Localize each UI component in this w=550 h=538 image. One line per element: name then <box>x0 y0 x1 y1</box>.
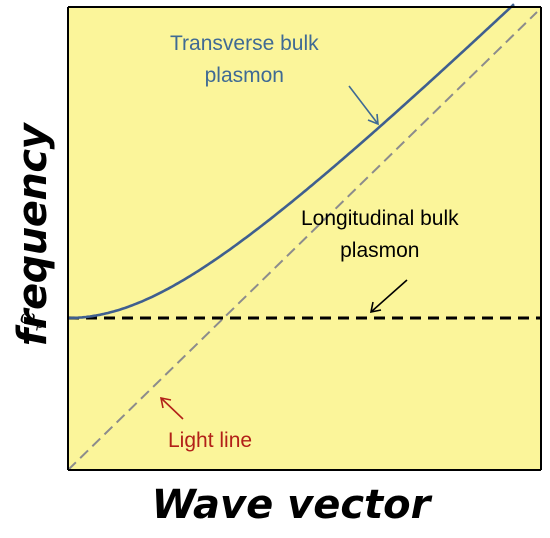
transverse-label-line1: Transverse bulk <box>170 32 319 55</box>
longitudinal-annotation: Longitudinal bulk plasmon <box>301 203 459 267</box>
omega-p-tick-label: ωp <box>20 306 44 332</box>
longitudinal-label-line2: plasmon <box>340 239 420 262</box>
light-line-curve <box>67 11 538 471</box>
x-axis-label: Wave vector <box>151 482 431 528</box>
light-line-arrow <box>159 396 184 420</box>
longitudinal-arrow <box>369 279 408 314</box>
transverse-annotation: Transverse bulk plasmon <box>170 28 319 92</box>
omega-subscript: p <box>35 316 44 332</box>
y-axis-label-wrap: frequency <box>0 0 66 470</box>
omega-symbol: ω <box>20 306 36 328</box>
longitudinal-label-line1: Longitudinal bulk <box>301 207 459 230</box>
transverse-arrow <box>348 85 379 126</box>
light-line-annotation: Light line <box>168 425 252 457</box>
transverse-label-line2: plasmon <box>204 64 284 87</box>
light-line-label: Light line <box>168 429 253 452</box>
transverse-plasmon-curve <box>68 3 515 320</box>
